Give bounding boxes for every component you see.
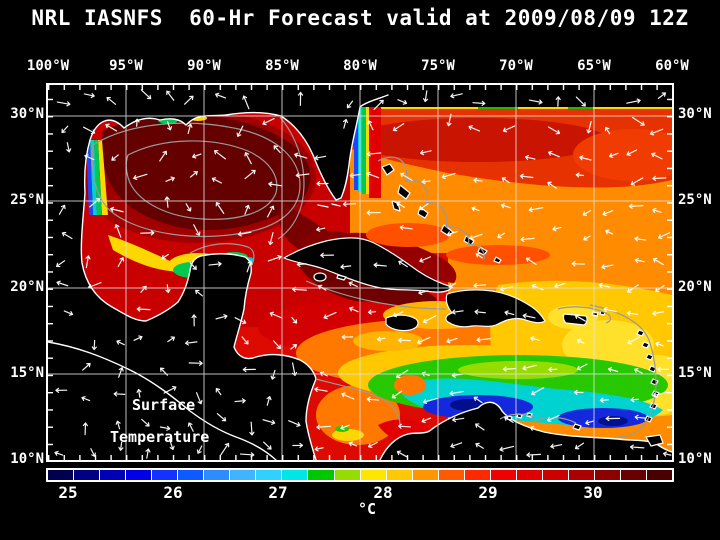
- contour-lines: [91, 116, 447, 310]
- axis-ticks: [48, 85, 672, 460]
- island-puerto-rico: [562, 313, 588, 326]
- island-hispaniola: [445, 289, 546, 328]
- lon-tick-label: 65°W: [577, 58, 611, 74]
- lat-tick-label: 15°N: [678, 365, 712, 381]
- map-frame: Surface Temperature: [46, 83, 674, 462]
- lat-tick-label: 15°N: [10, 365, 44, 381]
- overlay-label-temperature: Temperature: [110, 428, 209, 446]
- lon-tick-label: 100°W: [26, 58, 70, 74]
- colorbar-tick-label: 27: [268, 483, 288, 502]
- sst-map: Surface Temperature: [48, 85, 672, 460]
- colorbar-tick-label: 29: [478, 483, 498, 502]
- coastline: [80, 94, 389, 460]
- colorbar-tick-label: 30: [583, 483, 603, 502]
- colorbar-tick-label: 28: [373, 483, 393, 502]
- lat-tick-label: 20°N: [10, 279, 44, 295]
- lat-tick-label: 10°N: [678, 451, 712, 467]
- ocean-temperature-field: [48, 103, 672, 460]
- grid-lines: [48, 85, 672, 460]
- island-jamaica: [385, 314, 419, 332]
- lat-tick-label: 25°N: [678, 192, 712, 208]
- lat-tick-label: 25°N: [10, 192, 44, 208]
- lat-tick-label: 30°N: [678, 106, 712, 122]
- lat-tick-label: 20°N: [678, 279, 712, 295]
- lon-tick-label: 95°W: [109, 58, 143, 74]
- lon-tick-label: 90°W: [187, 58, 221, 74]
- colorbar-unit: °C: [357, 500, 377, 518]
- lat-tick-label: 30°N: [10, 106, 44, 122]
- wind-arrows: [54, 89, 672, 459]
- lon-tick-label: 75°W: [421, 58, 455, 74]
- colorbar-tick-label: 26: [163, 483, 183, 502]
- coastline: [379, 401, 672, 460]
- lon-tick-label: 70°W: [499, 58, 533, 74]
- lon-tick-label: 85°W: [265, 58, 299, 74]
- colorbar-tick-label: 25: [58, 483, 78, 502]
- lon-tick-label: 80°W: [343, 58, 377, 74]
- lon-tick-label: 60°W: [655, 58, 689, 74]
- pacific-coastline: [48, 341, 277, 460]
- colorbar: [46, 468, 674, 482]
- overlay-label-surface: Surface: [132, 396, 195, 414]
- lat-tick-label: 10°N: [10, 451, 44, 467]
- figure-title: NRL IASNFS 60-Hr Forecast valid at 2009/…: [31, 6, 689, 30]
